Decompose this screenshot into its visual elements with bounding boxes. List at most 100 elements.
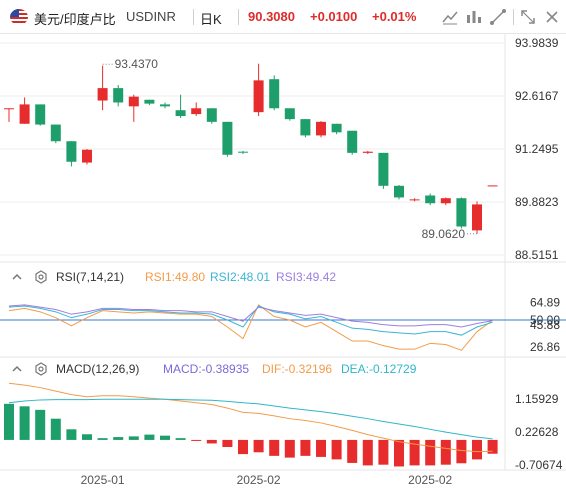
candle-body bbox=[425, 195, 436, 204]
candle-body bbox=[175, 110, 186, 117]
macd-bar bbox=[19, 406, 30, 440]
dea-line bbox=[8, 398, 493, 440]
candle-body bbox=[160, 104, 170, 107]
dea-legend: DEA:-0.12729 bbox=[341, 362, 417, 376]
candle-body bbox=[113, 88, 124, 103]
macd-bar bbox=[425, 439, 436, 466]
dif-legend: DIF:-0.32196 bbox=[262, 362, 333, 376]
candle-body bbox=[144, 99, 155, 104]
candle-body bbox=[128, 96, 139, 107]
candle-body bbox=[35, 104, 46, 125]
macd-bar bbox=[206, 439, 217, 444]
macd-bar bbox=[35, 409, 46, 440]
macd-tick-label: 0.22628 bbox=[515, 425, 559, 439]
candle-body bbox=[97, 88, 108, 101]
macd-bar bbox=[253, 439, 264, 453]
macd-bar bbox=[440, 439, 451, 465]
macd-bar bbox=[66, 429, 77, 440]
period-selector[interactable]: 日K bbox=[200, 12, 222, 27]
candle-body bbox=[487, 185, 498, 187]
price-change-percent: +0.01% bbox=[372, 9, 417, 24]
candle-body bbox=[191, 108, 202, 115]
x-tick-label: 2025-01 bbox=[81, 473, 125, 487]
candle-body bbox=[394, 185, 404, 198]
collapse-icon[interactable] bbox=[10, 270, 24, 284]
x-tick-label: 2025-02 bbox=[408, 473, 452, 487]
macd-bar bbox=[362, 439, 373, 466]
macd-bar bbox=[394, 439, 404, 467]
macd-bar bbox=[378, 439, 389, 465]
rsi3-legend: RSI3:49.42 bbox=[276, 270, 337, 284]
rsi-label: RSI(7,14,21) bbox=[56, 270, 125, 284]
price-tick-label: 91.2495 bbox=[515, 142, 559, 156]
flag-us-icon bbox=[10, 9, 28, 25]
settings-icon[interactable] bbox=[34, 362, 48, 376]
settings-icon[interactable] bbox=[34, 270, 48, 284]
price-tick-label: 92.6167 bbox=[515, 89, 559, 103]
candle-body bbox=[4, 108, 14, 110]
macd-bar bbox=[50, 418, 61, 440]
collapse-icon[interactable] bbox=[10, 362, 24, 376]
macd-bar bbox=[175, 438, 186, 440]
rsi-line-3 bbox=[8, 304, 493, 328]
x-tick-label: 2025-02 bbox=[237, 473, 281, 487]
close-icon[interactable] bbox=[542, 7, 562, 27]
candle-body bbox=[238, 151, 248, 153]
rsi1-legend: RSI1:49.80 bbox=[145, 270, 206, 284]
rsi-tick-label: 26.86 bbox=[530, 340, 560, 354]
macd-bar bbox=[160, 435, 170, 440]
candle-body bbox=[66, 141, 77, 162]
macd-bar bbox=[222, 439, 233, 447]
symbol-name[interactable]: 美元/印度卢比 bbox=[34, 12, 116, 27]
candle-body bbox=[331, 123, 342, 133]
macd-bar bbox=[472, 439, 482, 460]
macd-bar bbox=[409, 439, 420, 466]
fullscreen-icon[interactable] bbox=[518, 7, 538, 27]
low-annotation: 89.0620 bbox=[422, 227, 466, 241]
rsi-line-1 bbox=[8, 304, 493, 351]
macd-bar bbox=[269, 439, 280, 456]
macd-label: MACD(12,26,9) bbox=[56, 362, 140, 376]
macd-tick-label: -0.70674 bbox=[515, 458, 563, 472]
dif-line bbox=[8, 382, 493, 453]
candle-body bbox=[50, 124, 61, 142]
header-divider bbox=[238, 9, 239, 25]
candle-body bbox=[347, 130, 358, 153]
macd-bar bbox=[316, 439, 326, 457]
rsi-tick-label: 64.89 bbox=[530, 296, 560, 310]
macd-bar bbox=[113, 437, 124, 440]
macd-bar bbox=[300, 439, 311, 456]
candle-body bbox=[409, 199, 420, 201]
macd-bar bbox=[347, 439, 358, 463]
candle-body bbox=[362, 151, 373, 153]
macd-bar bbox=[144, 434, 155, 440]
rsi-tick-label: 45.88 bbox=[530, 318, 560, 332]
macd-tick-label: 1.15929 bbox=[515, 392, 559, 406]
candle-body bbox=[206, 108, 217, 122]
macd-bar bbox=[238, 439, 248, 455]
rsi-line-2 bbox=[8, 305, 493, 336]
macd-bar bbox=[128, 436, 139, 440]
indicator-icon[interactable] bbox=[464, 7, 484, 27]
candle-body bbox=[19, 104, 30, 124]
macd-bar bbox=[4, 403, 14, 440]
price-tick-label: 89.8823 bbox=[515, 195, 559, 209]
line-chart-icon[interactable] bbox=[440, 7, 460, 27]
macd-bar bbox=[284, 439, 295, 458]
candle-body bbox=[82, 149, 92, 163]
candle-body bbox=[300, 119, 311, 136]
macd-bar bbox=[487, 439, 498, 454]
macd-legend: MACD:-0.38935 bbox=[163, 362, 250, 376]
header-divider bbox=[513, 9, 514, 25]
drawing-icon[interactable] bbox=[488, 7, 508, 27]
header-divider bbox=[193, 9, 194, 25]
chart-header: 美元/印度卢比 USDINR 日K 90.3080 +0.0100 +0.01% bbox=[0, 0, 566, 34]
candle-body bbox=[222, 121, 233, 155]
price-change: +0.0100 bbox=[310, 9, 358, 24]
candle-body bbox=[316, 121, 326, 136]
candle-body bbox=[472, 204, 482, 231]
price-tick-label: 93.9839 bbox=[515, 36, 559, 50]
high-annotation: 93.4370 bbox=[115, 57, 159, 71]
